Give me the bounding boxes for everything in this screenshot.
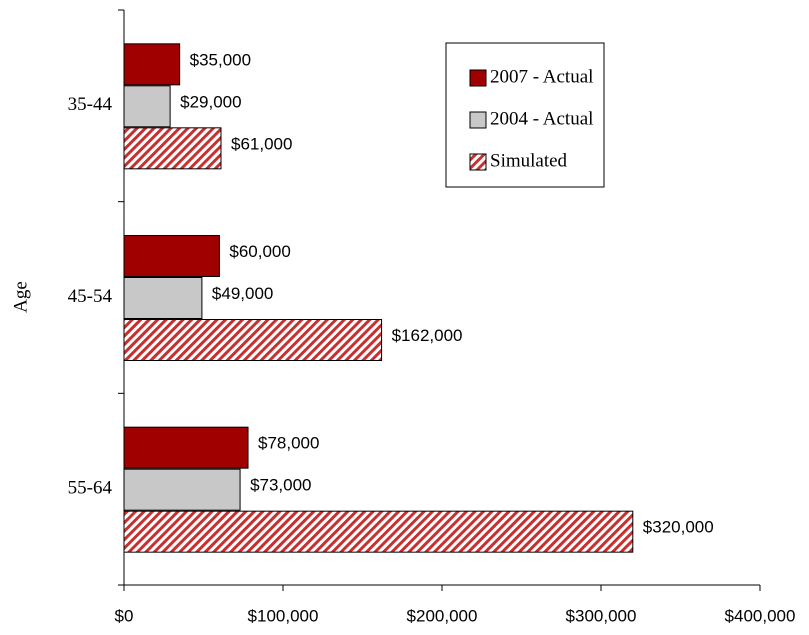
- bar: [123, 127, 222, 170]
- x-tick-label: $100,000: [248, 606, 319, 625]
- value-label: $35,000: [190, 50, 251, 69]
- value-label: $73,000: [250, 476, 311, 495]
- bar: [123, 277, 203, 319]
- bar: [123, 235, 220, 277]
- legend-swatch: [469, 111, 487, 129]
- legend-label: 2004 - Actual: [490, 108, 593, 129]
- y-axis-label: Age: [10, 281, 31, 313]
- y-tick-label: 45-54: [68, 286, 113, 307]
- y-tick-label: 55-64: [68, 478, 113, 499]
- value-label: $78,000: [258, 434, 319, 453]
- y-tick-label: 35-44: [68, 94, 113, 115]
- legend-swatch: [469, 69, 487, 87]
- x-tick-label: $0: [115, 606, 134, 625]
- bar: [123, 426, 249, 469]
- legend-swatch: [469, 153, 487, 171]
- x-tick-label: $400,000: [725, 606, 796, 625]
- value-label: $29,000: [180, 92, 241, 111]
- value-label: $61,000: [231, 134, 292, 153]
- bar: [123, 510, 634, 553]
- legend-label: 2007 - Actual: [490, 66, 593, 87]
- legend-label: Simulated: [490, 150, 568, 171]
- x-tick-label: $200,000: [407, 606, 478, 625]
- value-label: $49,000: [212, 284, 273, 303]
- value-label: $320,000: [643, 518, 714, 537]
- value-label: $162,000: [392, 326, 463, 345]
- value-label: $60,000: [229, 242, 290, 261]
- x-tick-label: $300,000: [566, 606, 637, 625]
- bar: [123, 85, 171, 128]
- bar: [123, 319, 383, 361]
- bar: [123, 43, 181, 86]
- bar: [123, 468, 241, 511]
